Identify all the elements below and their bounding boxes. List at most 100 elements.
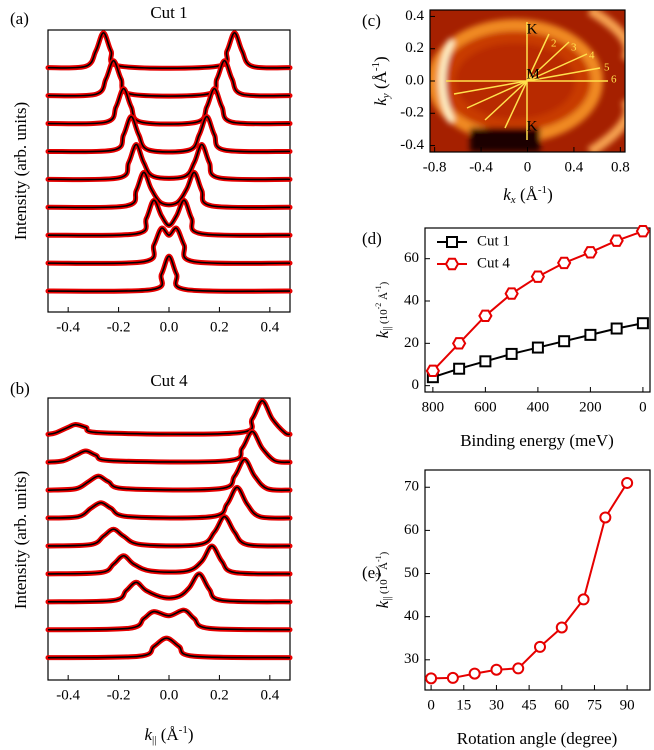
x-tick-label: 30 [489,697,504,713]
fit-line [48,574,290,602]
marker [611,236,623,246]
y-tick-label: 60 [404,522,419,538]
y-tick-label: 70 [404,479,419,495]
x-tick-label: 800 [422,399,445,415]
x-tick-label: -0.2 [107,687,131,703]
marker [427,366,439,376]
y-tick-label: -0.2 [400,105,424,121]
x-tick-label: 0.2 [210,319,229,335]
x-tick-label: 0.2 [210,687,229,703]
marker [535,642,545,652]
marker [637,226,649,236]
series-line [48,517,290,546]
label-part: -1 [179,724,188,736]
x-tick-label: 200 [579,399,602,415]
x-tick-label: 75 [587,697,602,713]
y-tick-label: 0.4 [405,8,424,24]
marker [446,259,458,269]
fit-line [48,517,290,546]
y-axis-label: k|| (10-2 Å-1) [373,281,393,338]
plot-frame [48,30,290,312]
x-tick-label: 0 [524,159,532,175]
marker [558,258,570,268]
label-part: -1 [374,555,383,562]
annotation: K [527,118,538,134]
x-tick-label: 0.0 [160,687,179,703]
x-axis-label: kx (Å-1) [503,184,552,206]
marker [579,594,589,604]
series-line [431,483,627,678]
fit-line [48,33,290,68]
annotation: 5 [604,62,610,74]
marker [557,622,567,632]
annotation: 2 [551,38,557,50]
marker [559,336,569,346]
y-tick-label: 20 [404,335,419,351]
label-part: (Å [371,70,390,93]
chart-title: Cut 4 [150,371,188,390]
x-tick-label: 90 [620,697,635,713]
chart-title: Cut 1 [150,3,187,22]
fit-line [48,610,290,630]
x-tick-label: -0.4 [56,319,80,335]
marker [447,237,457,247]
x-axis-label: Rotation angle (degree) [457,729,618,748]
marker [532,271,544,281]
marker [612,324,622,334]
marker [585,330,595,340]
x-tick-label: 45 [522,697,537,713]
x-tick-label: 0.4 [565,159,584,175]
x-tick-label: 0.4 [260,319,279,335]
x-tick-label: 400 [527,399,550,415]
label-part: Å [378,562,390,573]
y-tick-label: 0.0 [405,72,424,88]
x-tick-label: 0.8 [611,159,630,175]
marker [470,669,480,679]
label-part: -1 [538,184,547,196]
marker [491,665,501,675]
y-tick-label: -0.4 [400,137,424,153]
y-tick-label: 60 [404,250,419,266]
marker [480,356,490,366]
marker [638,318,648,328]
x-tick-label: -0.8 [423,159,447,175]
label-part: (Å [516,185,539,204]
y-tick-label: 0 [412,377,420,393]
x-tick-label: 0.4 [260,687,279,703]
marker [513,663,523,673]
marker [507,349,517,359]
figure: K M K 2 3 4 5 6 (a) Cut 1 (b) Cut 4 (c) … [0,0,654,750]
x-axis-label: k|| (Å-1) [145,724,194,746]
series-line [48,610,290,630]
series-line [48,33,290,68]
label-part: (10 [378,309,390,327]
annotation: 4 [589,50,595,62]
marker [600,512,610,522]
legend-label: Cut 1 [477,233,510,249]
y-tick-label: 40 [404,608,419,624]
marker [426,673,436,683]
x-tick-label: 15 [456,697,471,713]
x-tick-label: -0.4 [56,687,80,703]
marker [622,478,632,488]
legend-label: Cut 4 [477,255,510,271]
label-part: (Å [156,725,179,744]
label-part: ) [378,551,390,555]
y-tick-label: 0.2 [405,40,424,56]
x-tick-label: 60 [554,697,569,713]
series-line [48,638,290,658]
y-axis-label: Intensity (arb. units) [11,102,30,240]
series-line [48,546,290,574]
y-axis-label: k|| (10-2 Å-1) [373,551,393,608]
x-axis-label: Binding energy (meV) [460,431,614,450]
label-part: ) [188,725,194,744]
panel-label: (b) [10,379,30,398]
marker [533,343,543,353]
y-axis-label: Intensity (arb. units) [11,471,30,609]
x-tick-label: 0.0 [160,319,179,335]
plot-frame [425,470,650,690]
annotation: 6 [611,74,617,86]
x-tick-label: 0 [639,399,647,415]
label-part: ) [371,56,390,62]
x-tick-label: -0.4 [469,159,493,175]
